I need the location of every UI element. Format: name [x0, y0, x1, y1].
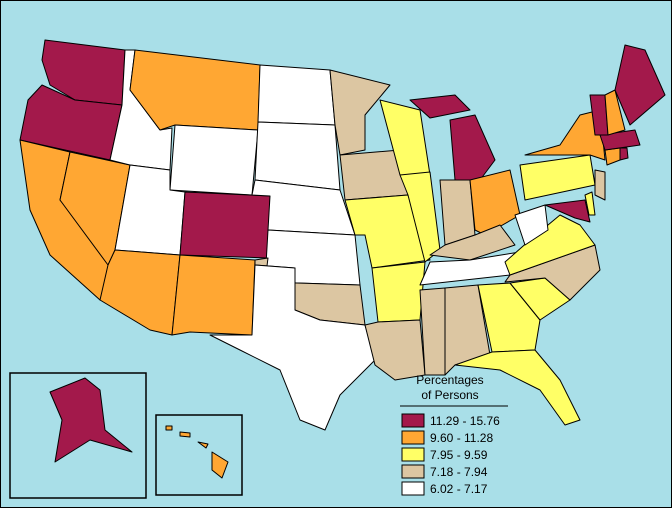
- region: [257, 64, 336, 126]
- legend-swatch: [401, 447, 425, 462]
- region: [49, 377, 133, 463]
- region: [439, 179, 476, 246]
- region: [599, 129, 641, 151]
- region: [409, 94, 496, 181]
- region: [165, 425, 229, 479]
- region: [254, 121, 341, 191]
- region: [419, 287, 446, 376]
- legend-title: of Persons: [421, 388, 478, 402]
- region: [514, 204, 549, 246]
- legend-swatch: [401, 430, 425, 445]
- legend-swatch: [401, 481, 425, 496]
- region: [209, 264, 376, 431]
- region: [584, 191, 596, 216]
- region: [399, 171, 441, 263]
- region: [544, 199, 591, 223]
- region: [454, 349, 581, 426]
- legend-title: Percentages: [416, 373, 483, 387]
- legend-swatch: [401, 464, 425, 479]
- region: [179, 191, 271, 259]
- region: [614, 44, 666, 126]
- region: [594, 169, 606, 201]
- region: [604, 89, 626, 136]
- regions: [19, 39, 666, 479]
- legend: Percentages of Persons 11.29 - 15.76 9.60…: [400, 373, 508, 496]
- legend-label: 9.60 - 11.28: [430, 431, 493, 445]
- region: [171, 254, 256, 336]
- region: [169, 124, 259, 196]
- legend-label: 6.02 - 7.17: [430, 482, 488, 496]
- region: [619, 147, 629, 161]
- legend-label: 11.29 - 15.76: [430, 414, 500, 428]
- region: [329, 69, 391, 156]
- legend-swatch: [401, 413, 425, 428]
- region: [469, 169, 521, 236]
- region: [419, 251, 521, 286]
- region: [371, 261, 426, 323]
- region: [477, 282, 541, 353]
- legend-label: 7.95 - 9.59: [430, 448, 488, 462]
- legend-label: 7.18 - 7.94: [430, 465, 488, 479]
